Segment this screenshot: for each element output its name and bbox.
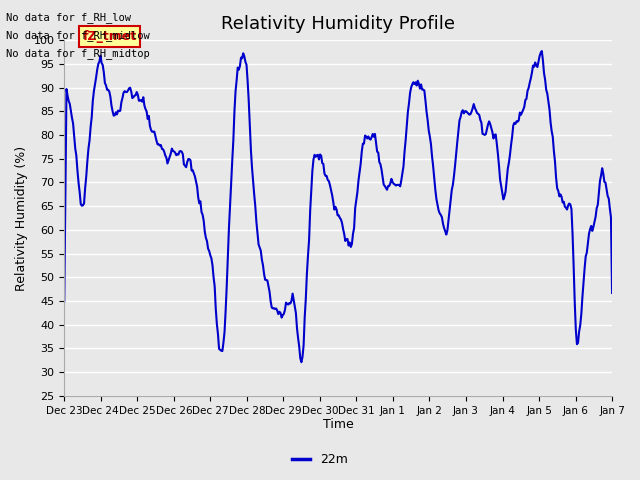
Text: No data for f_RH_low: No data for f_RH_low bbox=[6, 12, 131, 23]
Y-axis label: Relativity Humidity (%): Relativity Humidity (%) bbox=[15, 145, 28, 290]
Text: No data for f_RH_midlow: No data for f_RH_midlow bbox=[6, 30, 150, 41]
Text: fZ_tmet: fZ_tmet bbox=[83, 30, 137, 43]
Title: Relativity Humidity Profile: Relativity Humidity Profile bbox=[221, 15, 455, 33]
Legend: 22m: 22m bbox=[287, 448, 353, 471]
X-axis label: Time: Time bbox=[323, 419, 353, 432]
Text: No data for f_RH_midtop: No data for f_RH_midtop bbox=[6, 48, 150, 60]
